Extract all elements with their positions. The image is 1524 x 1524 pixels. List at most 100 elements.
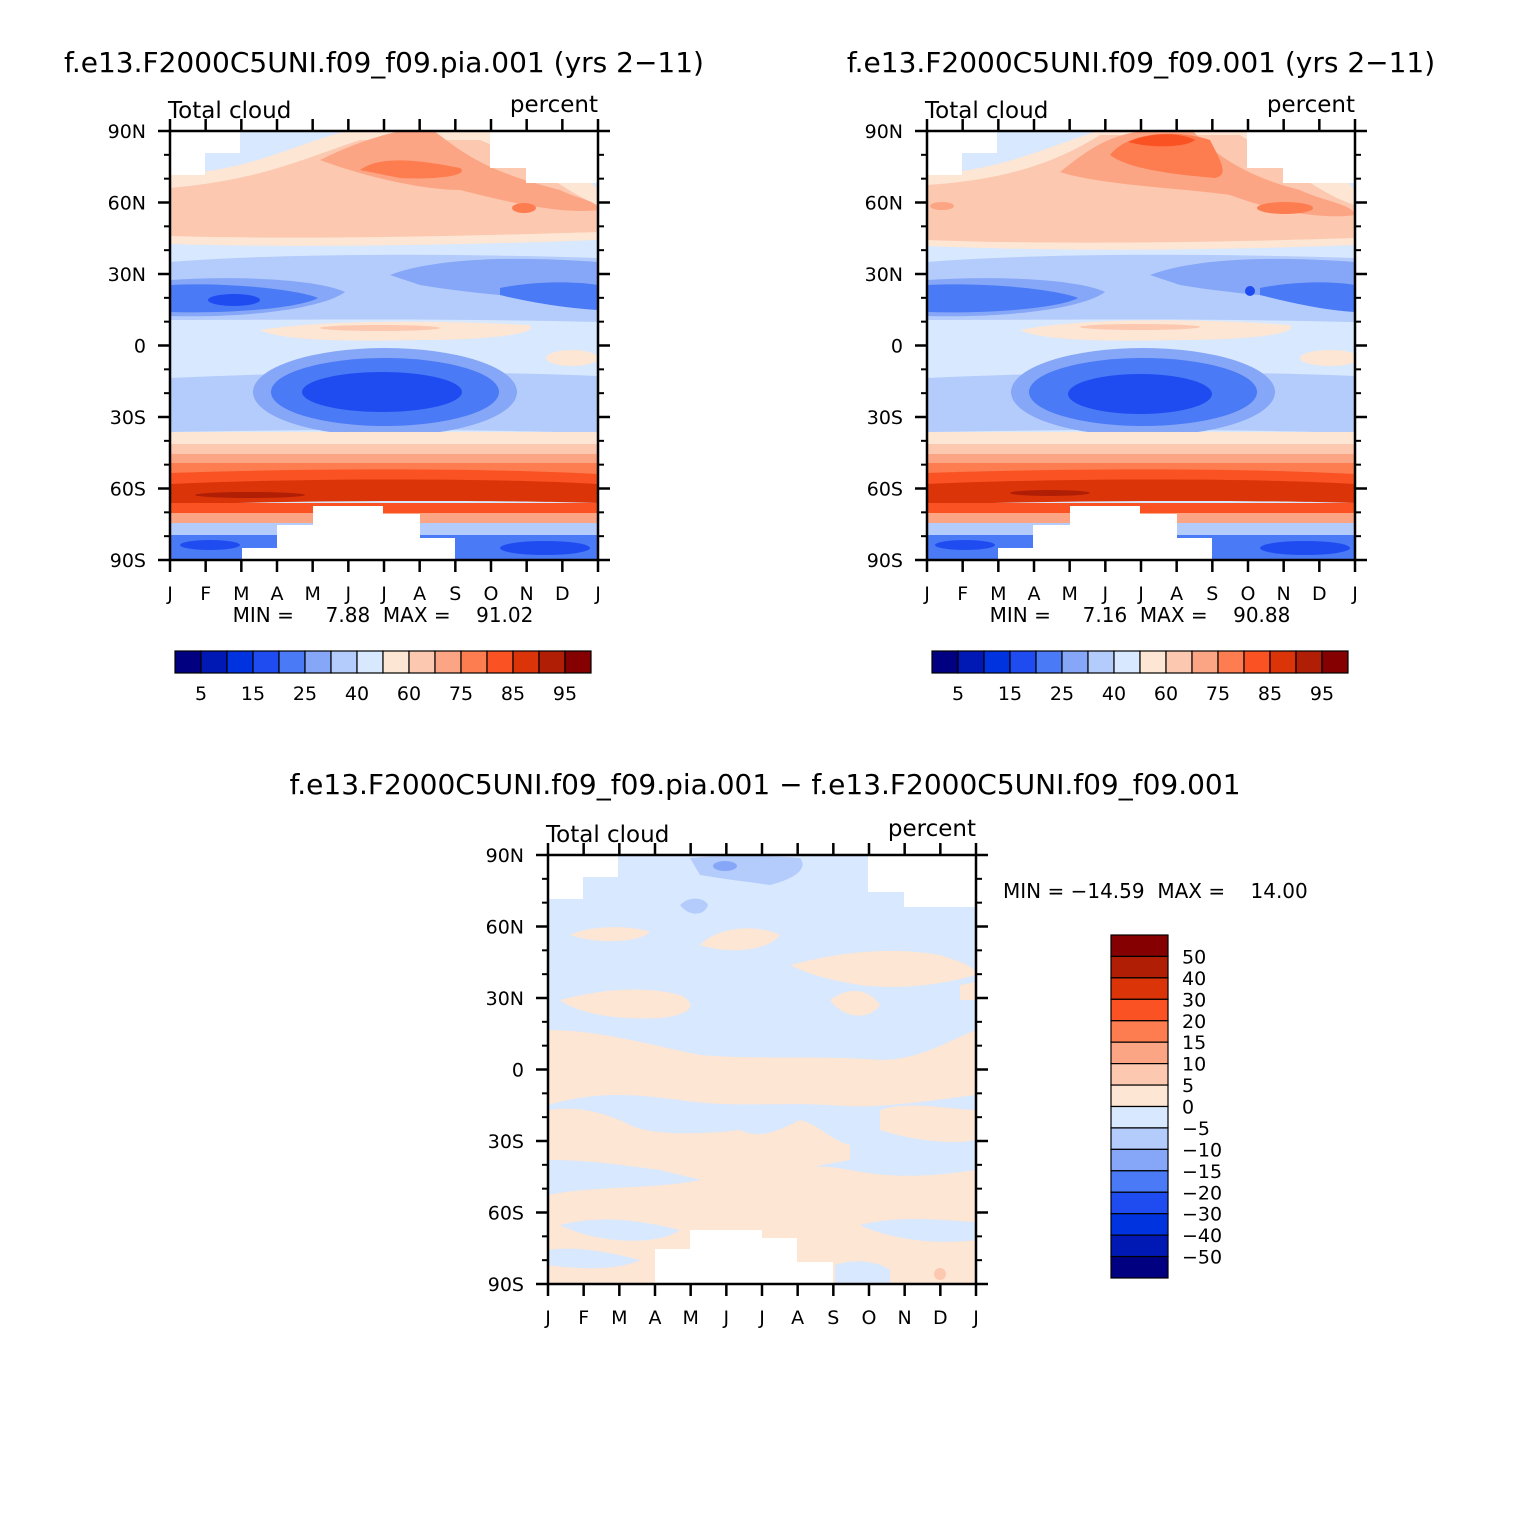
- colorbar-label: 20: [1182, 1011, 1206, 1033]
- contour-field: [548, 855, 976, 1284]
- x-tick-label: N: [1277, 583, 1291, 605]
- x-tick-label: J: [923, 583, 930, 605]
- x-tick-label: J: [1137, 583, 1144, 605]
- y-tick-label: 90N: [486, 845, 524, 867]
- x-tick-label: D: [555, 583, 570, 605]
- colorbar-label: −30: [1182, 1204, 1222, 1226]
- left-label: Total cloud: [545, 822, 669, 848]
- colorbar-swatch: [1087, 650, 1115, 674]
- y-tick-label: 60N: [486, 917, 524, 939]
- colorbar-swatch: [278, 650, 306, 674]
- x-tick-label: M: [682, 1307, 698, 1329]
- colorbar-label: 95: [1310, 683, 1334, 705]
- x-tick-label: F: [578, 1307, 589, 1329]
- x-tick-label: M: [990, 583, 1006, 605]
- colorbar: 5 15 25 40 60 75 85 95: [174, 650, 592, 705]
- y-tick-label: 30S: [110, 407, 146, 429]
- colorbar-swatch: [356, 650, 384, 674]
- x-tick-label: A: [649, 1307, 662, 1329]
- colorbar-swatch: [1243, 650, 1271, 674]
- colorbar-swatch: [408, 650, 436, 674]
- colorbar-swatch: [1110, 1127, 1169, 1150]
- colorbar-swatch: [174, 650, 202, 674]
- colorbar-label: 15: [998, 683, 1022, 705]
- colorbar-label: 60: [397, 683, 421, 705]
- colorbar-swatch: [1321, 650, 1349, 674]
- colorbar-swatch: [1035, 650, 1063, 674]
- colorbar-label: 25: [293, 683, 317, 705]
- min-max-label: MIN = −14.59 MAX = 14.00: [1003, 879, 1308, 903]
- tick-marks: [158, 119, 610, 572]
- y-tick-labels: 90N 60N 30N 0 30S 60S 90S: [108, 121, 146, 572]
- colorbar-label: 5: [195, 683, 207, 705]
- x-tick-label: J: [594, 583, 601, 605]
- x-tick-label: A: [1028, 583, 1041, 605]
- colorbar-label: −5: [1182, 1118, 1210, 1140]
- x-tick-label: S: [449, 583, 461, 605]
- x-tick-label: D: [933, 1307, 948, 1329]
- colorbar-swatch: [1110, 1148, 1169, 1172]
- y-tick-label: 0: [891, 336, 903, 358]
- colorbar-swatch: [564, 650, 592, 674]
- right-label: percent: [1267, 92, 1355, 118]
- x-tick-label: J: [1102, 583, 1109, 605]
- colorbar-label: 60: [1154, 683, 1178, 705]
- colorbar-swatch: [957, 650, 985, 674]
- colorbar-label: 85: [501, 683, 525, 705]
- panel-title: f.e13.F2000C5UNI.f09_f09.001 (yrs 2−11): [847, 46, 1435, 79]
- colorbar-swatch: [1165, 650, 1193, 674]
- panel-title: f.e13.F2000C5UNI.f09_f09.pia.001 (yrs 2−…: [64, 46, 704, 79]
- colorbar-swatch: [1113, 650, 1141, 674]
- colorbar-label: 25: [1050, 683, 1074, 705]
- colorbar-label: 85: [1258, 683, 1282, 705]
- colorbar-label: 75: [449, 683, 473, 705]
- colorbar-swatch: [1110, 1170, 1169, 1193]
- x-tick-label: J: [1351, 583, 1358, 605]
- colorbar-swatch: [486, 650, 514, 674]
- colorbar-label: −20: [1182, 1182, 1222, 1204]
- colorbar-label: 40: [1182, 968, 1206, 990]
- colorbar-swatch: [1110, 955, 1169, 979]
- x-tick-label: A: [413, 583, 426, 605]
- min-max-label: MIN = 7.88 MAX = 91.02: [233, 603, 534, 627]
- colorbar-swatch: [1110, 1255, 1169, 1279]
- x-tick-label: J: [723, 1307, 730, 1329]
- colorbar-swatch: [226, 650, 254, 674]
- right-label: percent: [510, 92, 598, 118]
- colorbar-label: 50: [1182, 946, 1206, 968]
- y-tick-label: 90N: [108, 121, 146, 143]
- colorbar-label: 5: [1182, 1075, 1194, 1097]
- y-tick-labels: 90N 60N 30N 0 30S 60S 90S: [865, 121, 903, 572]
- y-tick-label: 90S: [488, 1274, 524, 1296]
- x-tick-label: O: [1241, 583, 1256, 605]
- panel-pia: f.e13.F2000C5UNI.f09_f09.pia.001 (yrs 2−…: [64, 46, 704, 705]
- min-max-label: MIN = 7.16 MAX = 90.88: [990, 603, 1291, 627]
- colorbar-swatch: [460, 650, 488, 674]
- colorbar-label: −40: [1182, 1225, 1222, 1247]
- x-tick-label: J: [345, 583, 352, 605]
- x-tick-label: N: [520, 583, 534, 605]
- colorbar-swatch: [304, 650, 332, 674]
- colorbar-swatch: [1110, 998, 1169, 1022]
- y-tick-label: 90S: [867, 550, 903, 572]
- colorbar-swatch: [1110, 1063, 1169, 1086]
- colorbar-label: 75: [1206, 683, 1230, 705]
- x-tick-label: F: [957, 583, 968, 605]
- colorbar-swatch: [1110, 977, 1169, 1000]
- x-tick-label: J: [166, 583, 173, 605]
- colorbar-swatch: [330, 650, 358, 674]
- x-tick-label: S: [827, 1307, 839, 1329]
- colorbar-swatch: [200, 650, 228, 674]
- x-tick-label: J: [972, 1307, 979, 1329]
- panel-difference: f.e13.F2000C5UNI.f09_f09.pia.001 − f.e13…: [289, 768, 1307, 1329]
- colorbar-swatch: [1217, 650, 1245, 674]
- colorbar-swatch: [1110, 1020, 1169, 1043]
- y-tick-label: 60S: [867, 479, 903, 501]
- colorbar-swatch: [382, 650, 410, 674]
- x-tick-label: A: [791, 1307, 804, 1329]
- y-tick-label: 0: [134, 336, 146, 358]
- y-tick-label: 90S: [110, 550, 146, 572]
- x-tick-label: J: [380, 583, 387, 605]
